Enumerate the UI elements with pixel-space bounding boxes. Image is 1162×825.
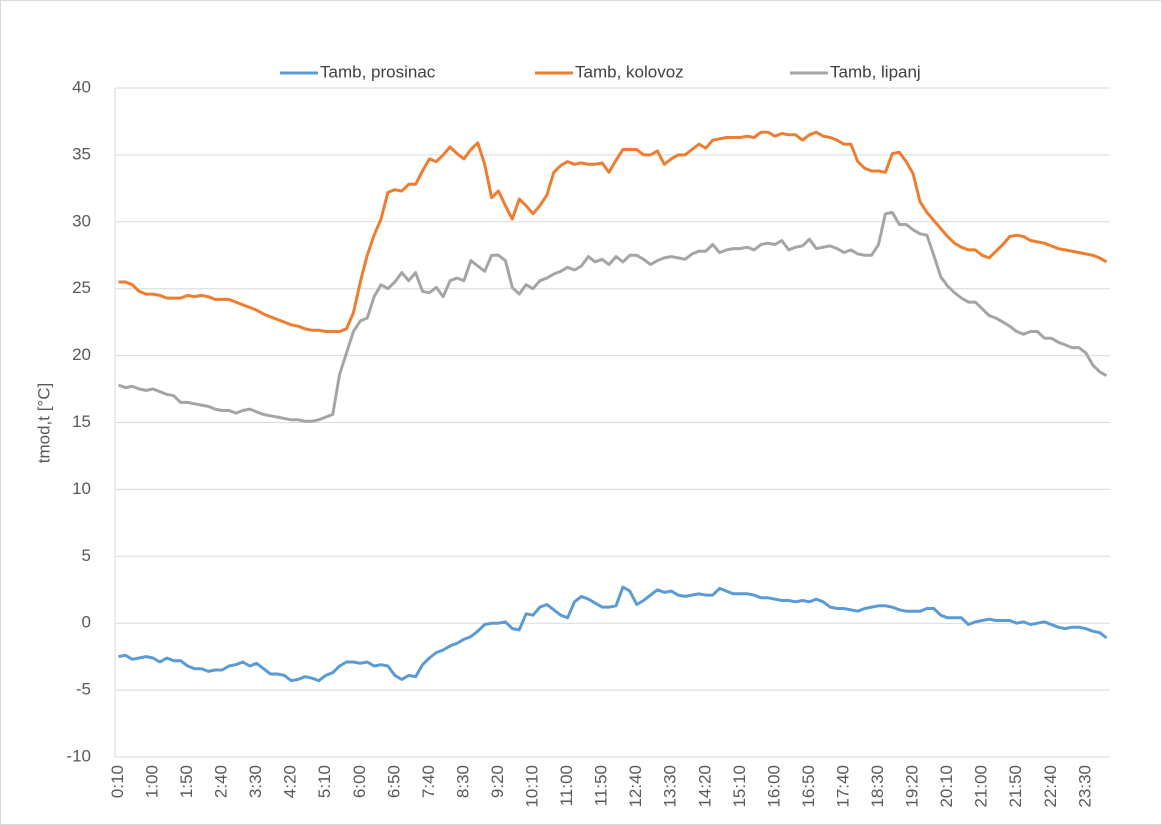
x-tick-label: 11:00 <box>557 765 576 806</box>
x-tick-label: 7:40 <box>419 765 438 798</box>
x-tick-label: 5:10 <box>315 765 334 798</box>
x-tick-label: 20:10 <box>937 765 956 808</box>
x-tick-label: 18:30 <box>868 765 887 808</box>
x-tick-label: 1:00 <box>142 765 161 798</box>
y-tick-label: -10 <box>66 746 91 765</box>
x-tick-label: 9:20 <box>488 765 507 798</box>
x-tick-label: 6:50 <box>384 765 403 798</box>
series-line <box>117 210 1108 423</box>
y-tick-label: 20 <box>72 345 91 364</box>
legend-label: Tamb, prosinac <box>320 62 436 81</box>
x-tick-label: 14:20 <box>695 765 714 808</box>
x-tick-label: 12:40 <box>626 765 645 808</box>
series-line <box>118 130 1108 333</box>
y-axis-title: tmod,t [°C] <box>34 383 53 463</box>
x-tick-label: 3:30 <box>246 765 265 798</box>
x-tick-label: 4:20 <box>281 765 300 798</box>
x-tick-label: 17:40 <box>833 765 852 808</box>
x-tick-label: 10:10 <box>523 765 542 808</box>
x-tick-label: 21:50 <box>1006 765 1025 808</box>
x-tick-label: 19:20 <box>903 765 922 808</box>
legend-label: Tamb, lipanj <box>830 62 921 81</box>
y-tick-label: 30 <box>72 211 91 230</box>
x-tick-label: 0:10 <box>108 765 127 798</box>
y-tick-label: 10 <box>72 479 91 498</box>
y-tick-label: 0 <box>82 613 91 632</box>
y-tick-label: 5 <box>82 546 91 565</box>
x-tick-label: 13:30 <box>661 765 680 808</box>
x-tick-label: 23:30 <box>1075 765 1094 808</box>
x-tick-label: 21:00 <box>972 765 991 808</box>
x-tick-label: 8:30 <box>453 765 472 798</box>
series-line <box>118 585 1108 683</box>
x-tick-label: 2:40 <box>212 765 231 798</box>
y-tick-label: 15 <box>72 412 91 431</box>
legend-label: Tamb, kolovoz <box>575 62 684 81</box>
y-tick-label: 35 <box>72 144 91 163</box>
x-tick-label: 15:10 <box>730 765 749 808</box>
legend: Tamb, prosinac Tamb, kolovoz Tamb, lipanj <box>280 62 921 81</box>
y-tick-label: 40 <box>72 77 91 96</box>
y-tick-label: -5 <box>76 680 91 699</box>
x-tick-label: 16:50 <box>799 765 818 808</box>
x-tick-label: 16:00 <box>764 765 783 808</box>
x-tick-label: 22:40 <box>1041 765 1060 808</box>
x-tick-label: 6:00 <box>350 765 369 798</box>
y-tick-label: 25 <box>72 278 91 297</box>
x-tick-label: 11:50 <box>592 765 611 806</box>
x-tick-label: 1:50 <box>177 765 196 798</box>
